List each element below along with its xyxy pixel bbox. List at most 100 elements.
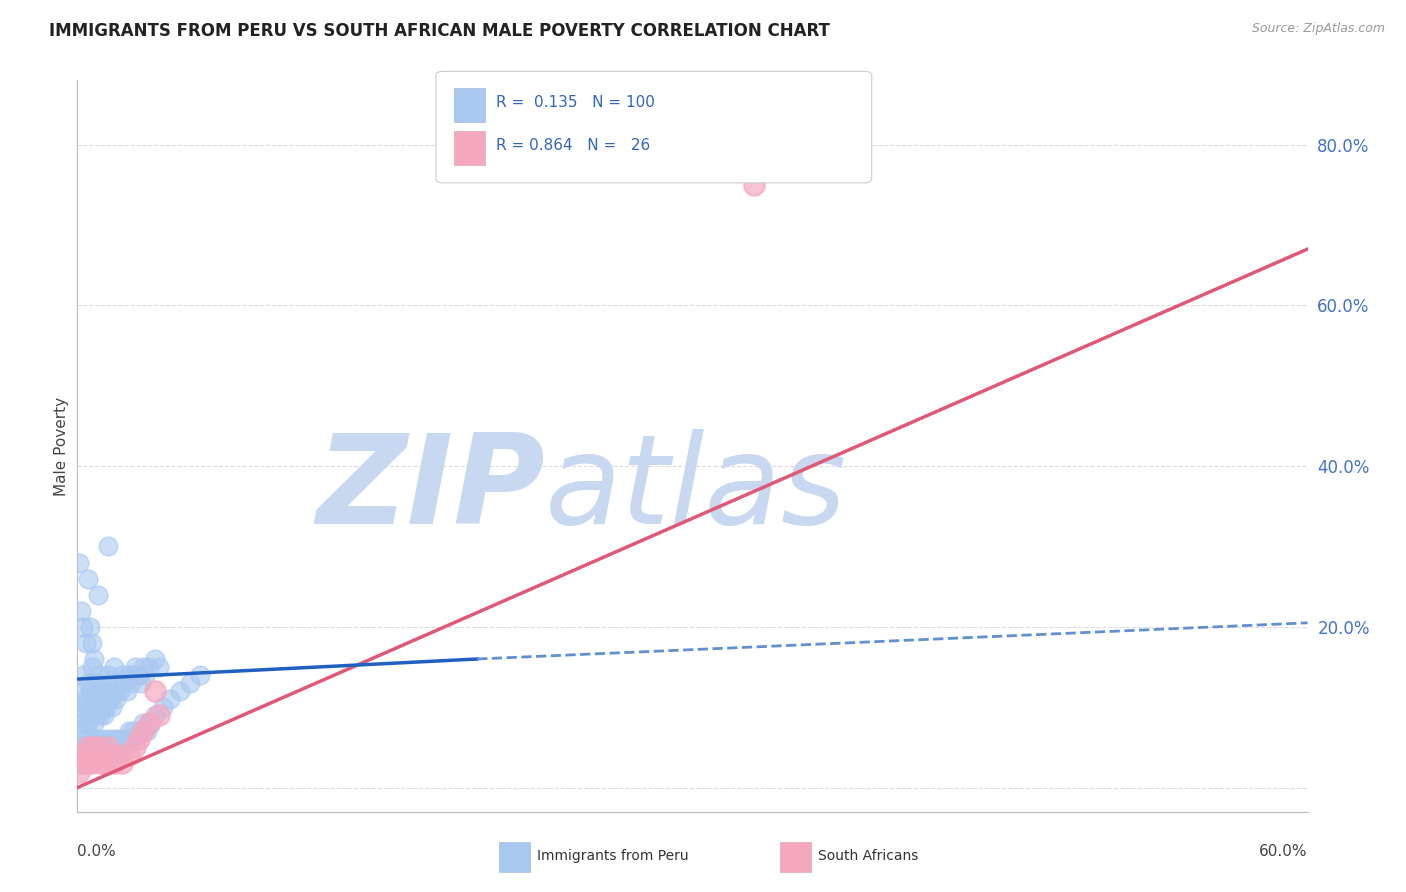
Point	[128, 732, 150, 747]
Point	[111, 668, 134, 682]
Point	[97, 740, 120, 755]
Point	[132, 660, 155, 674]
Point	[89, 756, 111, 771]
Point	[188, 668, 212, 682]
Text: R =  0.135   N = 100: R = 0.135 N = 100	[496, 95, 655, 110]
Point	[138, 660, 160, 674]
Point	[143, 684, 166, 698]
Point	[80, 660, 103, 674]
Point	[76, 676, 98, 690]
Point	[79, 748, 101, 763]
Point	[72, 668, 94, 682]
Point	[89, 748, 111, 763]
Point	[115, 684, 138, 698]
Point	[111, 756, 134, 771]
Point	[107, 732, 129, 747]
Text: Immigrants from Peru: Immigrants from Peru	[537, 849, 689, 863]
Text: R = 0.864   N =   26: R = 0.864 N = 26	[496, 138, 651, 153]
Point	[79, 708, 101, 723]
Point	[83, 740, 105, 755]
Text: 0.0%: 0.0%	[77, 844, 117, 859]
Point	[143, 708, 166, 723]
Point	[97, 732, 120, 747]
Point	[117, 724, 139, 739]
Point	[75, 756, 97, 771]
Point	[128, 724, 150, 739]
Point	[75, 724, 97, 739]
Point	[83, 652, 105, 666]
Point	[742, 178, 765, 192]
Point	[76, 716, 98, 731]
Point	[87, 700, 110, 714]
Point	[111, 732, 134, 747]
Point	[87, 740, 110, 755]
Point	[80, 740, 103, 755]
Point	[70, 716, 93, 731]
Point	[90, 748, 114, 763]
Point	[93, 740, 115, 755]
Point	[84, 676, 107, 690]
Point	[179, 676, 201, 690]
Point	[101, 748, 124, 763]
Point	[120, 732, 142, 747]
Point	[132, 716, 155, 731]
Point	[129, 676, 152, 690]
Point	[132, 724, 155, 739]
Point	[94, 700, 117, 714]
Point	[76, 700, 98, 714]
Point	[120, 676, 142, 690]
Point	[101, 700, 124, 714]
Point	[83, 692, 105, 706]
Point	[93, 756, 115, 771]
Point	[121, 668, 143, 682]
Text: atlas: atlas	[546, 429, 846, 550]
Point	[124, 732, 146, 747]
Point	[87, 684, 110, 698]
Point	[124, 660, 146, 674]
Y-axis label: Male Poverty: Male Poverty	[53, 396, 69, 496]
Point	[103, 684, 125, 698]
Point	[98, 748, 121, 763]
Point	[94, 748, 117, 763]
Point	[72, 756, 94, 771]
Point	[124, 740, 146, 755]
Point	[75, 740, 97, 755]
Point	[115, 732, 138, 747]
Point	[70, 748, 93, 763]
Point	[114, 676, 136, 690]
Point	[87, 740, 110, 755]
Point	[159, 692, 181, 706]
Point	[141, 716, 163, 731]
Point	[67, 556, 90, 570]
Point	[110, 740, 132, 755]
Point	[79, 620, 101, 634]
Point	[79, 732, 101, 747]
Point	[84, 732, 107, 747]
Point	[138, 716, 160, 731]
Point	[83, 748, 105, 763]
Point	[105, 740, 128, 755]
Text: South Africans: South Africans	[818, 849, 918, 863]
Text: 60.0%: 60.0%	[1260, 844, 1308, 859]
Point	[76, 748, 98, 763]
Point	[103, 732, 125, 747]
Point	[117, 668, 139, 682]
Point	[110, 684, 132, 698]
Point	[103, 660, 125, 674]
Text: Source: ZipAtlas.com: Source: ZipAtlas.com	[1251, 22, 1385, 36]
Point	[72, 748, 94, 763]
Point	[107, 748, 129, 763]
Point	[136, 724, 159, 739]
Point	[148, 708, 170, 723]
Text: ZIP: ZIP	[316, 429, 546, 550]
Text: IMMIGRANTS FROM PERU VS SOUTH AFRICAN MALE POVERTY CORRELATION CHART: IMMIGRANTS FROM PERU VS SOUTH AFRICAN MA…	[49, 22, 830, 40]
Point	[67, 740, 90, 755]
Point	[79, 756, 101, 771]
Point	[128, 668, 150, 682]
Point	[67, 700, 90, 714]
Point	[80, 756, 103, 771]
Point	[107, 676, 129, 690]
Point	[169, 684, 191, 698]
Point	[90, 732, 114, 747]
Point	[72, 620, 94, 634]
